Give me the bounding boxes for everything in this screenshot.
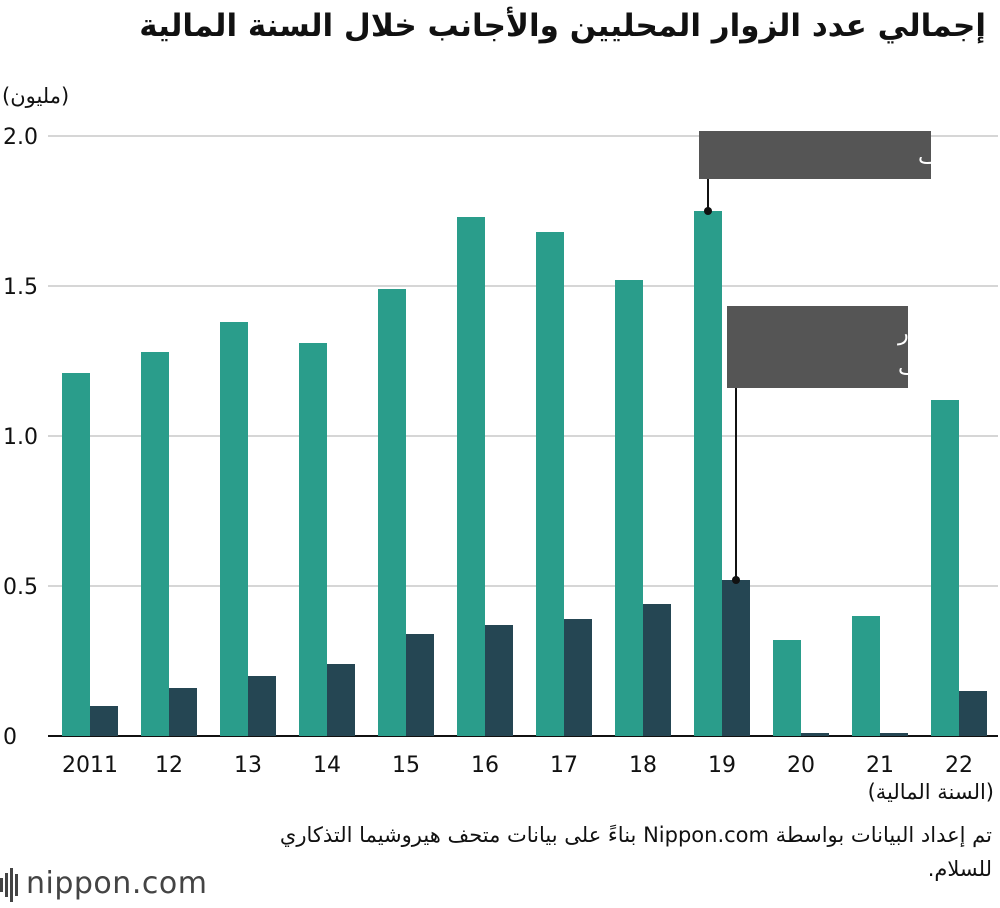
callout-foreign-label-line2: الأجانب للمتحف	[898, 353, 1000, 380]
bar-total-visitors	[694, 211, 722, 736]
bar-total-visitors	[852, 616, 880, 736]
x-tick-label: 15	[392, 753, 420, 778]
bar-foreign-visitors	[485, 625, 513, 736]
y-tick-label: 1.0	[3, 425, 38, 450]
x-tick-label: 22	[945, 753, 973, 778]
y-tick-label: 0.5	[3, 575, 38, 600]
bar-total-visitors	[457, 217, 485, 736]
x-tick-label: 17	[550, 753, 578, 778]
bar-total-visitors	[141, 352, 169, 736]
bar-chart: 0 0.5 1.0 1.5 2.0 2011 12 13 14 15 16 17 18 19 20 21 22…	[3, 125, 1000, 778]
bar-foreign-visitors	[643, 604, 671, 736]
x-tick-label: 21	[866, 753, 894, 778]
x-tick-label: 2011	[62, 753, 118, 778]
x-tick-label: 18	[629, 753, 657, 778]
y-tick-label: 2.0	[3, 125, 38, 150]
callout-marker	[704, 207, 712, 215]
x-tick-label: 20	[787, 753, 815, 778]
x-tick-labels: 2011 12 13 14 15 16 17 18 19 20 21 22	[62, 753, 973, 778]
bar-total-visitors	[773, 640, 801, 736]
bar-total-visitors	[931, 400, 959, 736]
bar-foreign-visitors	[327, 664, 355, 736]
callout-total-visitors: إجمالي زوار المتحف	[699, 131, 1000, 179]
bar-total-visitors	[299, 343, 327, 736]
nippon-logo: nippon.com	[0, 866, 207, 902]
bar-total-visitors	[536, 232, 564, 736]
callout-total-label: إجمالي زوار المتحف	[918, 144, 1000, 169]
source-note: تم إعداد البيانات بواسطة Nippon.com بناء…	[279, 823, 992, 881]
callout-marker	[732, 576, 740, 584]
bar-foreign-visitors	[722, 580, 750, 736]
x-tick-label: 14	[313, 753, 341, 778]
y-tick-label: 1.5	[3, 275, 38, 300]
logo-mark-icon	[0, 867, 18, 902]
x-tick-label: 16	[471, 753, 499, 778]
bar-total-visitors	[62, 373, 90, 736]
bar-foreign-visitors	[90, 706, 118, 736]
bar-total-visitors	[220, 322, 248, 736]
bar-foreign-visitors	[406, 634, 434, 736]
bar-foreign-visitors	[801, 733, 829, 736]
bars	[62, 211, 987, 736]
bar-foreign-visitors	[959, 691, 987, 736]
logo-text: nippon	[26, 866, 132, 901]
x-tick-label: 13	[234, 753, 262, 778]
callout-foreign-visitors: إجمالي الزوار الأجانب للمتحف	[727, 306, 1000, 388]
y-tick-labels: 0 0.5 1.0 1.5 2.0	[3, 125, 38, 750]
bar-foreign-visitors	[880, 733, 908, 736]
x-tick-label: 19	[708, 753, 736, 778]
bar-foreign-visitors	[564, 619, 592, 736]
x-axis-unit: (السنة المالية)	[867, 780, 994, 804]
chart-title: إجمالي عدد الزوار المحليين والأجانب خلال…	[139, 8, 986, 44]
y-axis-unit: (مليون)	[2, 84, 70, 108]
callout-foreign-label-line1: إجمالي الزوار	[897, 321, 1000, 346]
x-tick-label: 12	[155, 753, 183, 778]
y-tick-label: 0	[3, 725, 17, 750]
bar-total-visitors	[378, 289, 406, 736]
bar-total-visitors	[615, 280, 643, 736]
callouts: إجمالي زوار المتحف إجمالي الزوار الأجانب ل…	[699, 131, 1000, 584]
logo-suffix: .com	[131, 866, 208, 901]
bar-foreign-visitors	[248, 676, 276, 736]
bar-foreign-visitors	[169, 688, 197, 736]
